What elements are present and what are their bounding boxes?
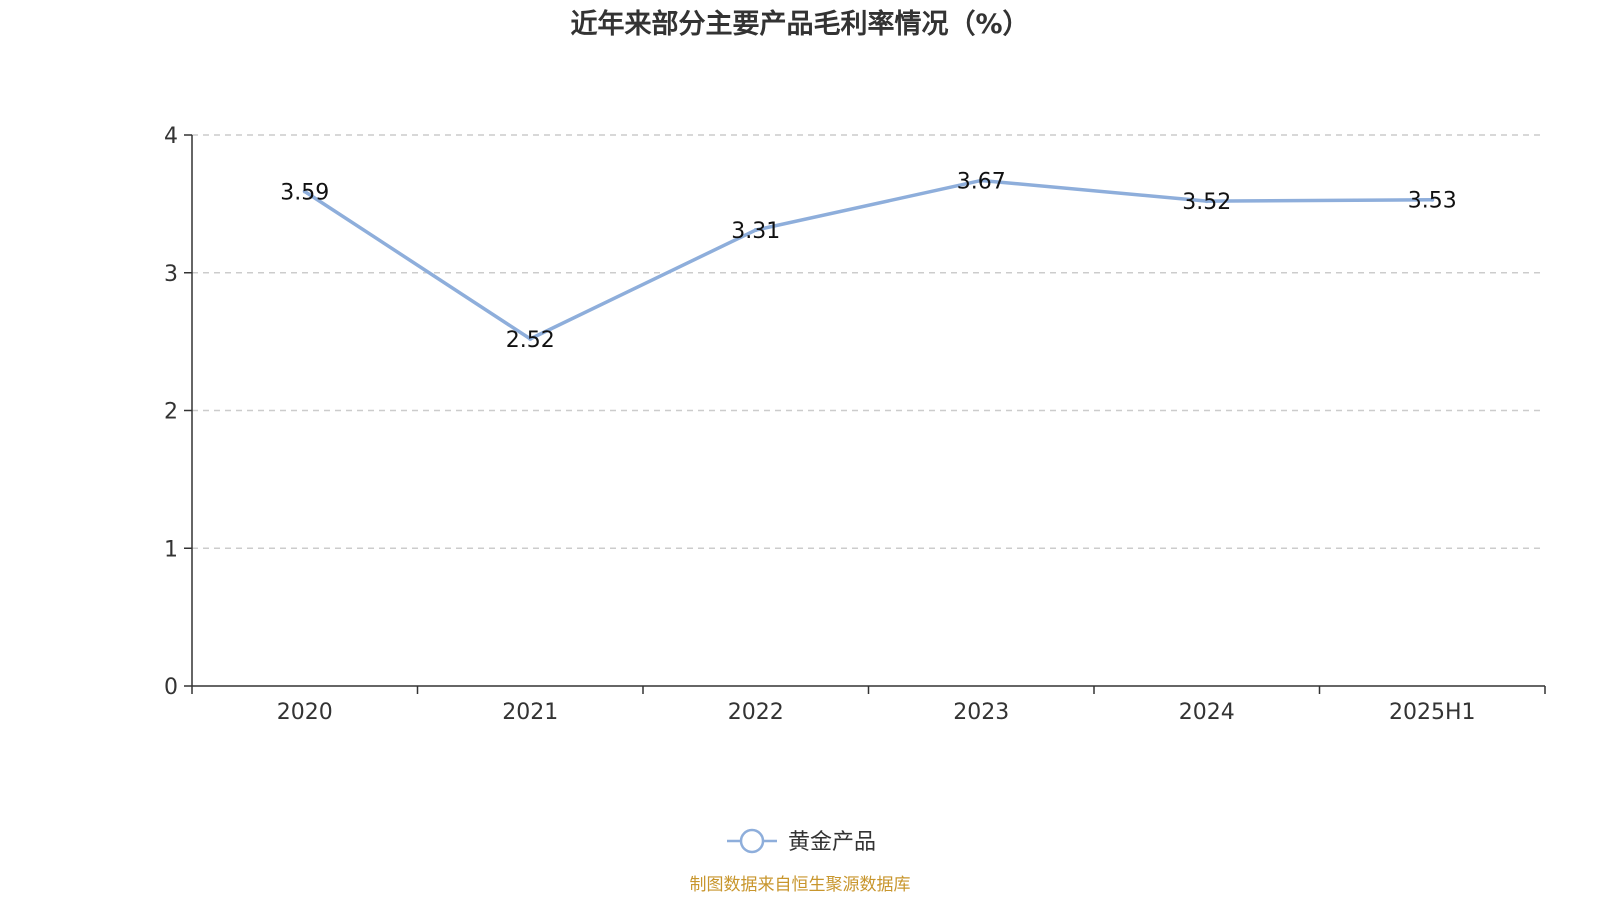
data-point[interactable] [528,336,533,341]
data-label: 3.53 [1408,189,1457,214]
data-label: 3.31 [731,219,780,244]
y-tick-label: 3 [164,262,178,287]
data-point[interactable] [979,178,984,183]
data-label: 3.52 [1182,190,1231,215]
legend[interactable]: 黄金产品 [727,828,876,855]
x-tick-label: 2023 [953,700,1009,725]
data-point[interactable] [1204,199,1209,204]
y-tick-label: 0 [164,675,178,700]
y-tick-label: 4 [164,124,178,149]
data-labels: 3.59 2.52 3.31 3.67 3.52 3.53 [280,169,1456,352]
legend-marker-icon [739,828,765,854]
data-label: 3.67 [957,169,1006,194]
x-tick-label: 2022 [728,700,784,725]
source-note: 制图数据来自恒生聚源数据库 [690,875,911,895]
x-tick-label: 2020 [277,700,333,725]
y-tick-label: 2 [164,400,178,425]
data-label: 2.52 [506,328,555,353]
data-point[interactable] [1430,197,1435,202]
data-point[interactable] [302,189,307,194]
legend-label[interactable]: 黄金产品 [788,830,876,855]
axes: 0 1 2 3 4 2020 2021 2022 2023 2024 2025H1 [164,124,1546,725]
x-tick-label: 2024 [1179,700,1235,725]
series-line[interactable] [303,178,1434,341]
y-tick-label: 1 [164,537,178,562]
series-lines [302,178,1435,341]
data-label: 3.59 [280,180,329,205]
x-tick-label: 2025H1 [1389,700,1476,725]
x-tick-label: 2021 [502,700,558,725]
grid-lines [192,134,1545,549]
chart-title: 近年来部分主要产品毛利率情况（%） [570,8,1029,40]
data-point[interactable] [753,228,758,233]
